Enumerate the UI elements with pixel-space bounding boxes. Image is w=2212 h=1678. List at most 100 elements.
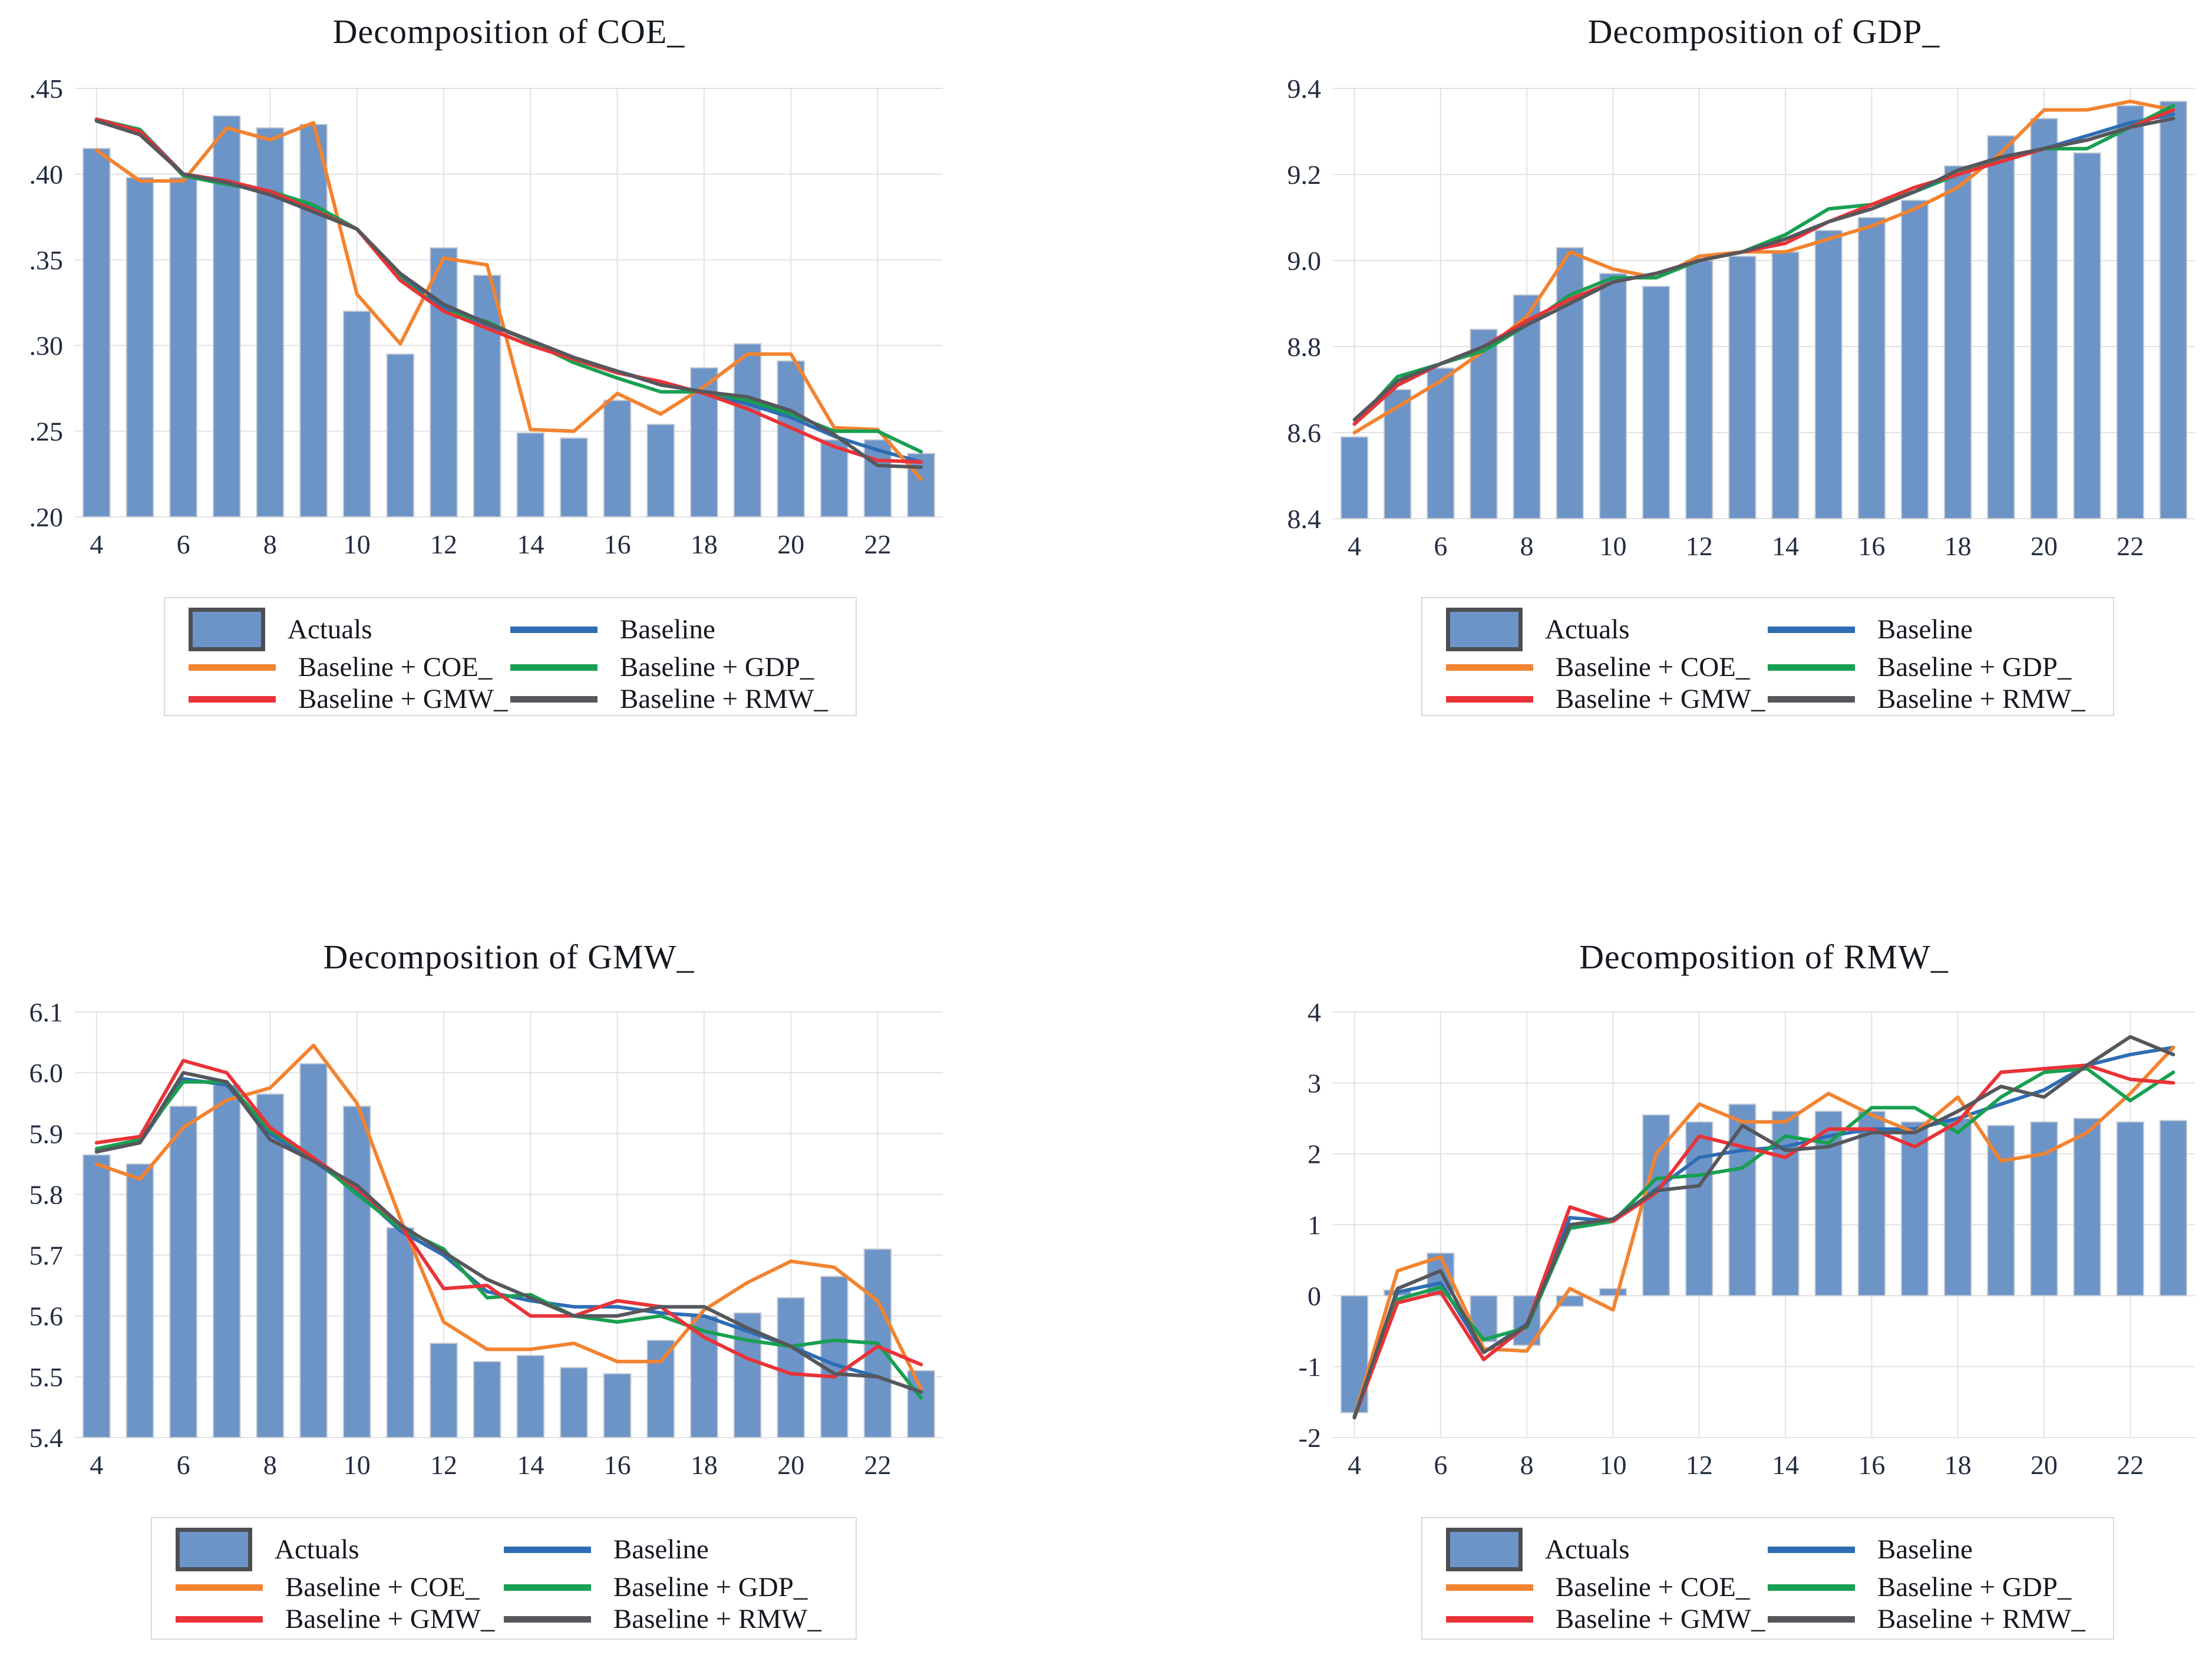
legend-item-baseline-rmw: Baseline + RMW_	[1768, 683, 2089, 715]
y-tick-label: .30	[29, 331, 64, 361]
bar-x14	[516, 432, 545, 517]
bar-x7	[212, 1084, 241, 1438]
bar-x21	[2073, 152, 2101, 519]
legend-item-baseline-rmw: Baseline + RMW_	[510, 683, 832, 715]
legend-line-swatch	[1768, 664, 1855, 671]
legend-item-actuals: Actuals	[189, 608, 510, 651]
x-tick-label: 8	[263, 529, 277, 559]
legend-item-baseline-gmw: Baseline + GMW_	[1446, 1603, 1768, 1635]
legend-item-baseline-coe: Baseline + COE_	[189, 651, 510, 683]
bar-x17	[1900, 1121, 1929, 1297]
x-tick-label: 16	[1858, 1450, 1885, 1480]
y-tick-label: 5.9	[29, 1119, 64, 1149]
x-tick-label: 6	[177, 529, 190, 559]
bar-x10	[1599, 272, 1627, 519]
legend-label: Baseline	[620, 614, 715, 645]
legend-line-swatch	[510, 664, 597, 671]
bar-x14	[1771, 251, 1800, 519]
x-tick-label: 8	[263, 1450, 277, 1480]
x-tick-label: 22	[2117, 1450, 2144, 1480]
bar-x16	[603, 400, 632, 517]
chart-title-coe: Decomposition of COE_	[332, 12, 685, 51]
bar-x21	[820, 439, 849, 518]
legend-coe: Actuals Baseline Baseline + COE_ Baseline +…	[164, 597, 857, 716]
y-tick-label: .25	[29, 417, 64, 447]
legend-item-baseline-rmw: Baseline + RMW_	[1768, 1603, 2089, 1635]
bar-x12	[1685, 1121, 1714, 1297]
bar-x17	[646, 1339, 675, 1438]
x-tick-label: 14	[1772, 531, 1799, 561]
bar-x12	[430, 247, 458, 517]
bar-x5	[1384, 389, 1412, 519]
legend-item-baseline-gdp: Baseline + GDP_	[1768, 1571, 2089, 1603]
bar-x6	[169, 177, 197, 517]
x-tick-label: 18	[1944, 531, 1972, 561]
bar-x5	[126, 177, 154, 517]
legend-label: Baseline + GDP_	[613, 1572, 808, 1603]
legend-label: Baseline + GDP_	[1877, 1572, 2072, 1603]
bar-x15	[560, 437, 588, 517]
bar-x8	[256, 1093, 285, 1438]
bar-x10	[342, 1105, 371, 1439]
x-tick-label: 20	[2031, 531, 2058, 561]
x-tick-label: 12	[1686, 531, 1713, 561]
bar-x10	[342, 311, 371, 517]
bar-x19	[1987, 135, 2015, 520]
legend-rmw: Actuals Baseline Baseline + COE_ Baseline +…	[1421, 1517, 2114, 1640]
legend-label: Baseline + GMW_	[298, 684, 508, 714]
bar-x23	[2159, 100, 2188, 519]
y-tick-label: 5.4	[29, 1423, 64, 1453]
bar-x12	[430, 1343, 458, 1439]
bar-x16	[1857, 1110, 1886, 1297]
legend-label: Baseline + COE_	[1556, 1572, 1750, 1603]
x-tick-label: 6	[177, 1450, 190, 1480]
legend-label: Baseline	[1877, 1534, 1973, 1565]
x-tick-label: 18	[691, 1450, 718, 1480]
y-tick-label: -2	[1299, 1423, 1321, 1453]
x-tick-label: 14	[517, 529, 544, 559]
x-tick-label: 16	[1858, 531, 1885, 561]
x-tick-label: 10	[344, 529, 371, 559]
legend-label: Baseline + RMW_	[620, 684, 828, 714]
legend-bar-swatch	[189, 608, 265, 651]
legend-gmw: Actuals Baseline Baseline + COE_ Baseline +…	[151, 1517, 857, 1640]
legend-item-baseline: Baseline	[510, 614, 832, 645]
y-tick-label: .20	[29, 502, 64, 532]
legend-item-actuals: Actuals	[1446, 1528, 1768, 1571]
y-tick-label: -1	[1299, 1352, 1321, 1382]
x-tick-label: 6	[1434, 1450, 1447, 1480]
legend-label: Baseline + GDP_	[1877, 652, 2072, 683]
x-tick-label: 4	[90, 529, 103, 559]
legend-item-baseline-coe: Baseline + COE_	[1446, 1571, 1768, 1603]
bar-x19	[733, 343, 762, 517]
legend-label: Baseline + GDP_	[620, 652, 814, 683]
bar-x4	[1340, 436, 1369, 519]
line-baseline-coe	[94, 121, 923, 481]
bar-x22	[2116, 1121, 2144, 1297]
bar-x10	[1599, 1288, 1627, 1297]
legend-label: Baseline + RMW_	[1877, 1604, 2085, 1634]
y-tick-label: 8.4	[1287, 504, 1322, 534]
x-tick-label: 20	[2031, 1450, 2058, 1480]
legend-label: Baseline + RMW_	[1877, 684, 2085, 714]
legend-line-swatch	[510, 695, 597, 703]
chart-title-gdp: Decomposition of GDP_	[1587, 12, 1940, 51]
legend-line-swatch	[1446, 695, 1533, 703]
bar-x9	[299, 1063, 328, 1438]
legend-line-swatch	[504, 1546, 591, 1553]
bar-x11	[386, 353, 415, 517]
legend-line-swatch	[504, 1584, 591, 1591]
bar-x18	[1943, 1117, 1972, 1297]
legend-label: Baseline + GMW_	[1556, 1604, 1765, 1634]
bar-x19	[1987, 1125, 2015, 1297]
bar-x18	[1943, 165, 1972, 519]
y-tick-label: .45	[29, 74, 64, 104]
x-tick-label: 4	[90, 1450, 103, 1480]
bar-x17	[1900, 199, 1929, 519]
x-tick-label: 20	[777, 529, 804, 559]
x-tick-label: 14	[517, 1450, 544, 1480]
legend-line-swatch	[1768, 1616, 1855, 1623]
line-baseline-rmw	[94, 119, 923, 469]
legend-item-baseline: Baseline	[1768, 614, 2089, 645]
y-tick-label: 6.0	[29, 1058, 64, 1088]
